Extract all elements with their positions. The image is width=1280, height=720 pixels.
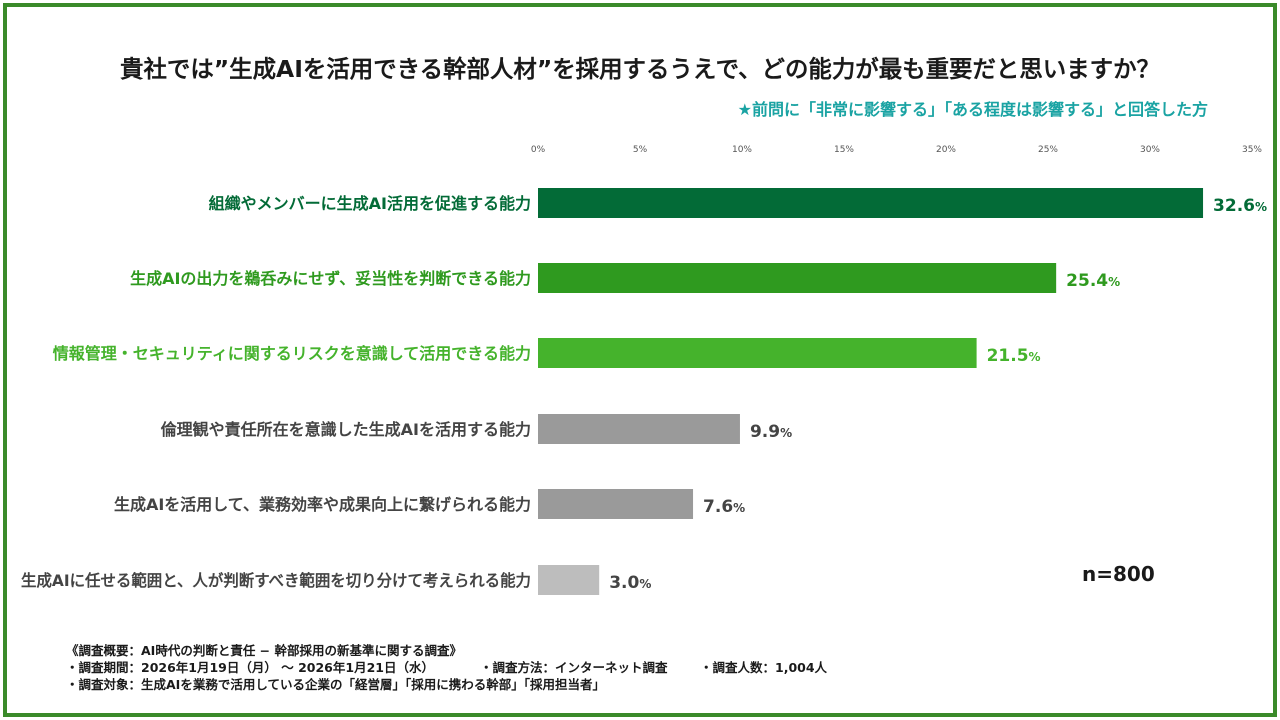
frame-border — [3, 3, 1277, 717]
data-label: 9.9% — [750, 422, 792, 442]
category-label: 生成AIに任せる範囲と、人が判断すべき範囲を切り分けて考えられる能力 — [21, 571, 531, 590]
category-label: 組織やメンバーに生成AI活用を促進する能力 — [209, 194, 531, 213]
category-label: 生成AIを活用して、業務効率や成果向上に繋げられる能力 — [114, 495, 531, 514]
data-label: 21.5% — [987, 346, 1041, 366]
x-tick-label: 30% — [1140, 145, 1160, 155]
bar — [538, 489, 694, 519]
footnote-target: ・調査対象：生成AIを業務で活用している企業の「経営層」「採用に携わる幹部」「採… — [66, 677, 605, 692]
x-tick-label: 20% — [936, 145, 956, 155]
category-label: 生成AIの出力を鵜呑みにせず、妥当性を判断できる能力 — [130, 269, 531, 288]
data-label: 3.0% — [609, 573, 651, 593]
bar — [538, 414, 740, 444]
category-label: 倫理観や責任所在を意識した生成AIを活用する能力 — [161, 420, 531, 439]
x-axis-ticks: 0% 5% 10% 15% 20% 25% 30% 35% — [531, 145, 1263, 155]
bar-series: 組織やメンバーに生成AI活用を促進する能力 32.6% 生成AIの出力を鵜呑みにせず… — [21, 188, 1267, 595]
x-tick-label: 15% — [834, 145, 854, 155]
x-tick-label: 35% — [1242, 145, 1262, 155]
footnote-respondents: ・調査人数：1,004人 — [700, 660, 828, 675]
chart-subtitle: ★前問に「非常に影響する」「ある程度は影響する」と回答した方 — [737, 100, 1208, 119]
footnote-heading: 《調査概要：AI時代の判断と責任 − 幹部採用の新基準に関する調査》 — [66, 643, 463, 658]
category-label: 情報管理・セキュリティに関するリスクを意識して活用できる能力 — [53, 344, 531, 363]
data-label: 25.4% — [1066, 271, 1120, 291]
bar — [538, 565, 600, 595]
survey-footnote: 《調査概要：AI時代の判断と責任 − 幹部採用の新基準に関する調査》 ・調査期間… — [66, 642, 827, 693]
bar — [538, 338, 977, 368]
footnote-method: ・調査方法：インターネット調査 — [480, 660, 668, 675]
sample-size-label: n=800 — [1082, 562, 1155, 586]
footnote-row-2: ・調査期間：2026年1月19日（月） 〜 2026年1月21日（水） ・調査方法… — [66, 659, 827, 676]
bar — [538, 263, 1057, 293]
x-tick-label: 5% — [633, 145, 648, 155]
chart-title: 貴社では”生成AIを活用できる幹部人材”を採用するうえで、どの能力が最も重要だと… — [120, 55, 1160, 83]
x-tick-label: 25% — [1038, 145, 1058, 155]
data-label: 7.6% — [703, 497, 745, 517]
bar — [538, 188, 1204, 218]
x-tick-label: 0% — [531, 145, 546, 155]
footnote-period: ・調査期間：2026年1月19日（月） 〜 2026年1月21日（水） — [66, 660, 434, 675]
x-tick-label: 10% — [732, 145, 752, 155]
data-label: 32.6% — [1213, 196, 1267, 216]
